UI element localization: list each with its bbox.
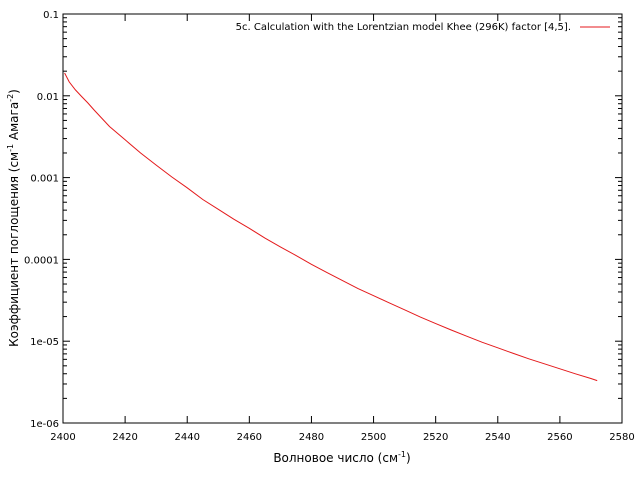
x-tick-label: 2480 (299, 432, 324, 443)
x-tick-label: 2560 (547, 432, 572, 443)
x-tick-label: 2540 (485, 432, 510, 443)
x-axis-label-superscript: -1 (398, 450, 406, 459)
y-tick-label: 0.01 (37, 92, 59, 103)
x-tick-label: 2580 (609, 432, 634, 443)
x-axis-label-tail: ) (406, 451, 411, 465)
y-tick-label: 0.0001 (24, 255, 59, 266)
y-axis-label: Коэффициент поглощения (см-1 Амага-2) (6, 89, 21, 347)
x-tick-label: 2500 (361, 432, 386, 443)
x-axis-label-main: Волновое число (см (273, 451, 398, 465)
y-axis-label-tail: ) (7, 89, 21, 94)
y-axis-label-middle: Амага (7, 102, 21, 144)
x-axis: 2400 2420 2440 2460 2480 2500 2520 2540 2560 2580 (50, 14, 635, 443)
y-tick-label: 1e-06 (30, 419, 59, 430)
x-tick-label: 2400 (50, 432, 75, 443)
y-tick-label: 0.001 (30, 174, 59, 185)
legend: 5c. Calculation with the Lorentzian mode… (236, 22, 610, 33)
y-axis-label-superscript-2: -2 (6, 94, 15, 102)
series-layer (64, 72, 598, 382)
x-tick-label: 2420 (112, 432, 137, 443)
series-line (64, 72, 598, 382)
x-axis-label: Волновое число (см-1) (273, 450, 410, 465)
x-tick-label: 2520 (423, 432, 448, 443)
y-tick-label: 0.1 (43, 10, 59, 21)
y-axis: 1e-06 1e-05 0.0001 0.001 0.01 0.1 (24, 10, 622, 430)
plot-frame (62, 13, 623, 424)
x-tick-label: 2440 (174, 432, 199, 443)
legend-label: 5c. Calculation with the Lorentzian mode… (236, 22, 571, 33)
y-axis-label-main: Коэффициент поглощения (см (7, 152, 21, 347)
y-axis-label-superscript-1: -1 (6, 144, 15, 152)
x-tick-label: 2460 (237, 432, 262, 443)
y-tick-label: 1e-05 (30, 337, 59, 348)
